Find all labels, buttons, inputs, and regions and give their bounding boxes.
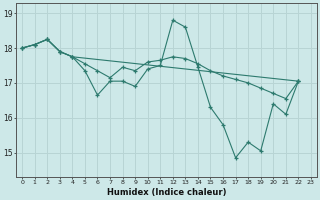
X-axis label: Humidex (Indice chaleur): Humidex (Indice chaleur) xyxy=(107,188,226,197)
